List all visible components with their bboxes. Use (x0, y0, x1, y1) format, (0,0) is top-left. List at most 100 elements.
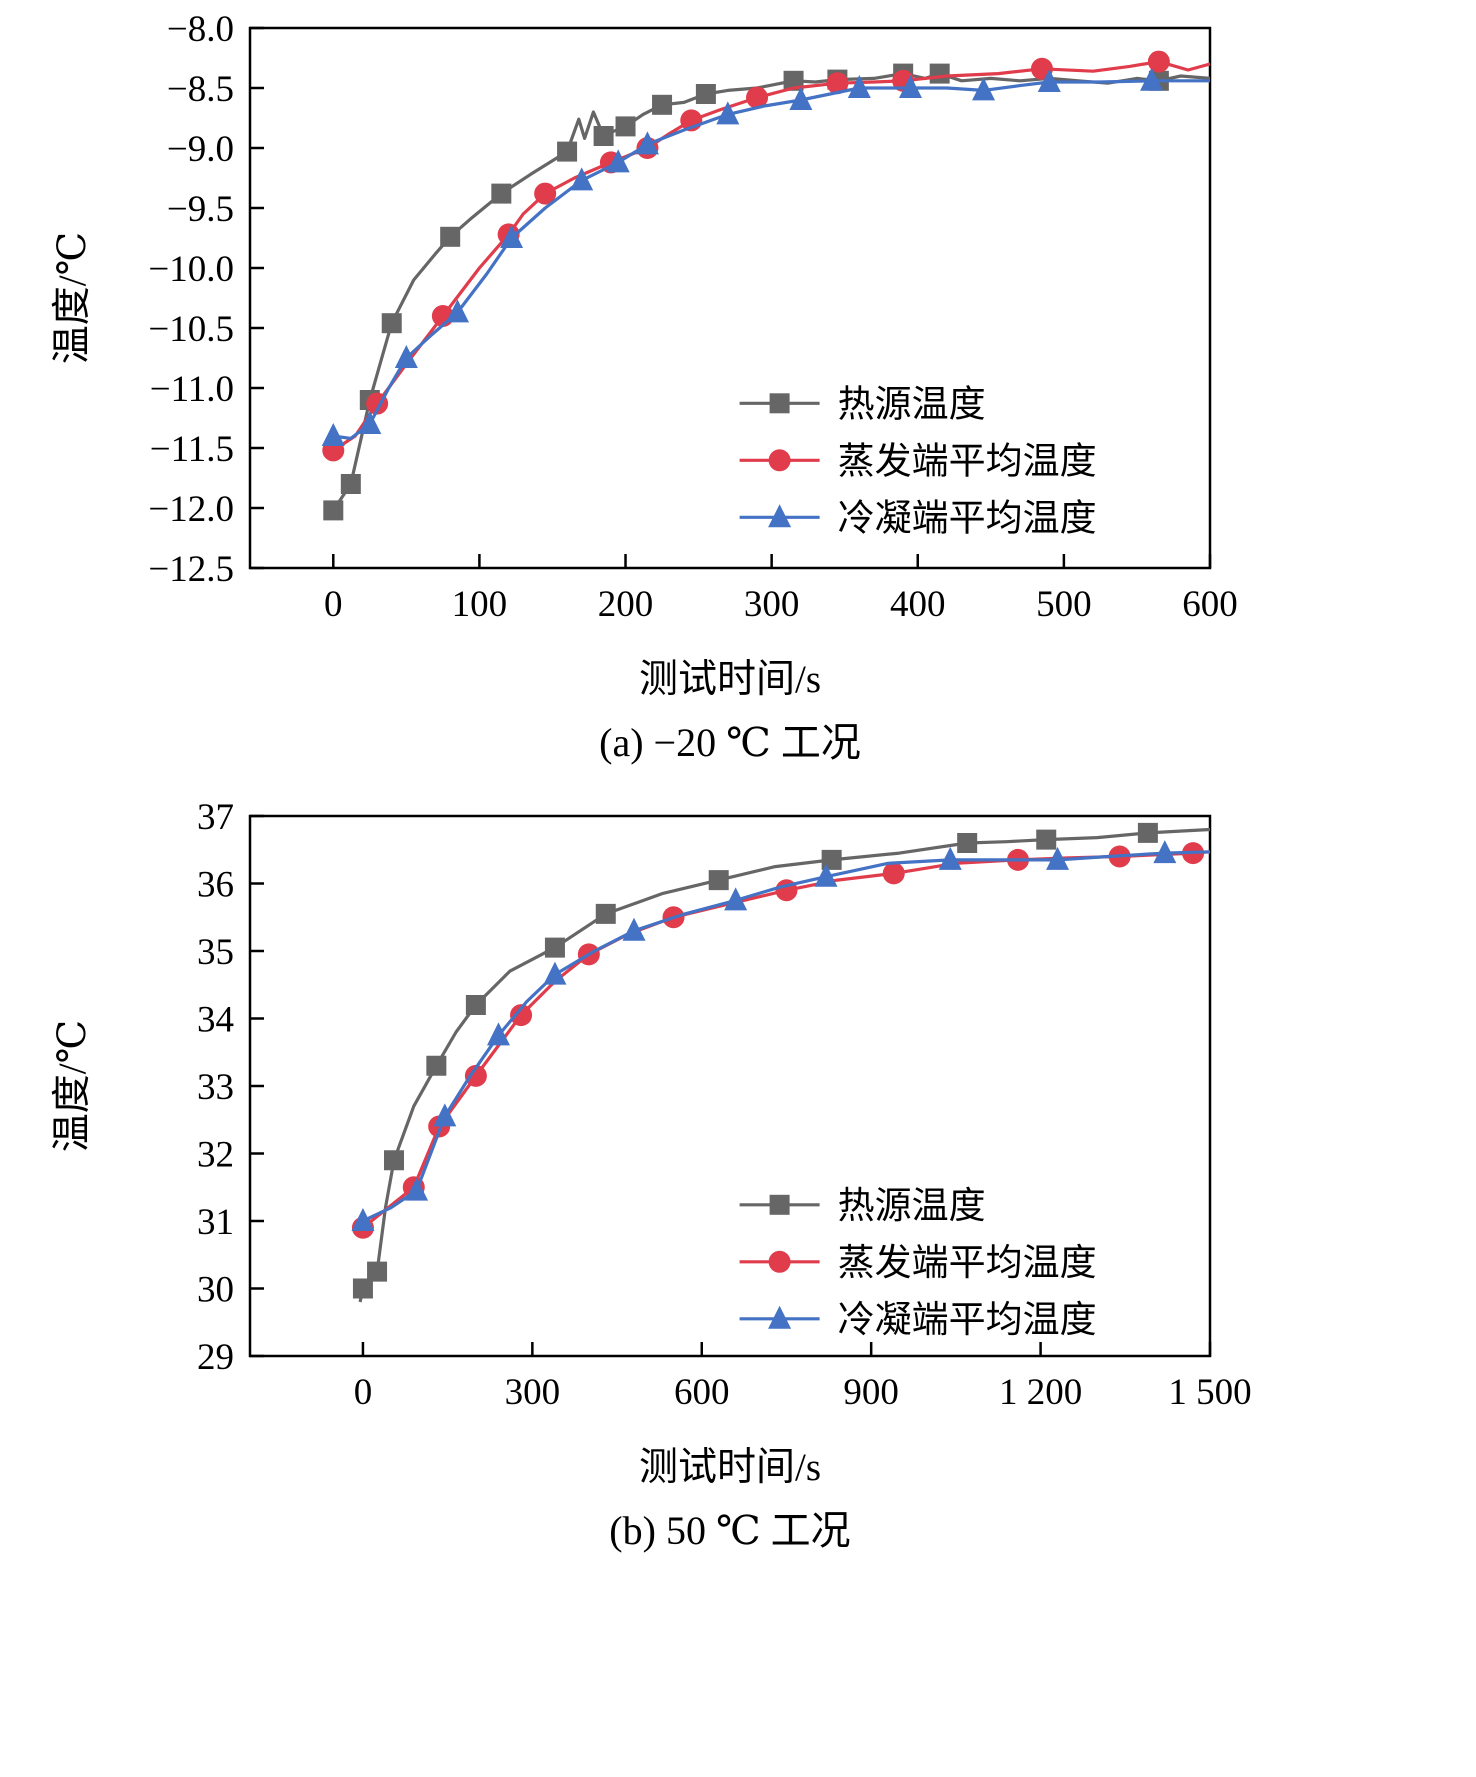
series-marker-circle (534, 182, 557, 205)
series-marker-square (440, 226, 461, 247)
series-line (332, 59, 1211, 452)
series-marker-square (957, 833, 978, 853)
series-line (362, 850, 1211, 1223)
y-tick-label: −11.0 (150, 369, 234, 410)
legend-label: 冷凝端平均温度 (838, 1299, 1097, 1341)
y-axis-label: 温度/℃ (51, 232, 94, 364)
series-marker-square (465, 995, 486, 1015)
series-marker-triangle (351, 1208, 375, 1231)
x-tick-label: 100 (452, 584, 508, 625)
series-marker-triangle (768, 1305, 792, 1329)
series-marker-square (426, 1055, 447, 1076)
series-marker-triangle (635, 131, 659, 155)
y-tick-label: −11.5 (150, 429, 234, 470)
figure: 0 100 200 300 400 500 600 −8.0 −8.5 −9.0 −9.5 −10.0… (0, 8, 1476, 1556)
x-tick-label: 200 (598, 584, 654, 625)
chart-b: 0 300 600 900 1 200 1 500 37 36 35 34 33 32 31 30 29 测试… (0, 796, 1476, 1556)
x-tick-label: 900 (843, 1372, 899, 1413)
x-tick-label: 500 (1036, 584, 1092, 625)
legend-label: 热源温度 (838, 383, 986, 425)
series-marker-triangle (938, 846, 962, 870)
chart-b-caption: (b) 50 ℃ 工况 (609, 1508, 851, 1553)
series-marker-triangle (716, 101, 740, 125)
series-marker-triangle (1153, 840, 1177, 864)
y-tick-label: 34 (197, 1000, 234, 1041)
series-marker-triangle (394, 345, 418, 368)
y-tick-label: 32 (197, 1135, 234, 1176)
series-marker-square (593, 126, 614, 146)
series-marker-triangle (972, 77, 996, 101)
series-marker-square (595, 903, 616, 924)
x-axis-label: 测试时间/s (639, 658, 821, 701)
series-marker-circle (768, 1250, 791, 1273)
series-marker-square (1137, 822, 1158, 843)
series-marker-square (769, 1194, 790, 1215)
series-marker-triangle (486, 1022, 510, 1046)
series-marker-square (384, 1150, 404, 1171)
chart-a-caption: (a) −20 ℃ 工况 (599, 720, 861, 765)
y-tick-label: −10.0 (148, 249, 234, 290)
y-tick-label: 35 (197, 932, 234, 973)
x-tick-label: 0 (354, 1372, 373, 1413)
series-marker-square (381, 313, 402, 334)
series-marker-square (929, 63, 950, 84)
series-marker-square (367, 1261, 388, 1282)
series-marker-triangle (358, 411, 382, 434)
series-marker-square (557, 141, 578, 162)
series-marker-square (821, 849, 842, 870)
series-marker-circle (464, 1064, 487, 1087)
y-tick-label: 29 (197, 1337, 234, 1378)
series-marker-square (708, 870, 729, 891)
series-marker-triangle (1037, 69, 1061, 92)
y-tick-label: 31 (197, 1202, 234, 1243)
chart-a-svg: 0 100 200 300 400 500 600 −8.0 −8.5 −9.0 −9.5 −10.0… (51, 9, 1238, 701)
series-marker-circle (510, 1004, 533, 1027)
series-marker-square (652, 94, 673, 115)
series-marker-triangle (445, 299, 469, 323)
legend-label: 冷凝端平均温度 (838, 497, 1097, 539)
series-marker-triangle (789, 87, 813, 110)
series-marker-triangle (768, 504, 792, 528)
series-marker-square (769, 393, 790, 414)
series-marker-triangle (814, 863, 838, 887)
series-marker-square (352, 1278, 373, 1299)
plot-box (248, 26, 1212, 570)
x-tick-label: 600 (1182, 584, 1238, 625)
series-marker-square (695, 84, 716, 104)
chart-b-svg: 0 300 600 900 1 200 1 500 37 36 35 34 33 32 31 30 29 测试… (51, 797, 1252, 1489)
x-tick-label: 1 200 (999, 1372, 1082, 1413)
series-marker-circle (746, 86, 769, 109)
series-marker-circle (882, 862, 905, 885)
series-marker-triangle (1046, 846, 1070, 870)
series-marker-square (615, 116, 636, 137)
y-tick-label: −9.0 (167, 129, 234, 170)
y-tick-label: 37 (197, 797, 234, 838)
chart-a: 0 100 200 300 400 500 600 −8.0 −8.5 −9.0 −9.5 −10.0… (0, 8, 1476, 768)
y-tick-label: −12.5 (148, 549, 234, 590)
series-marker-triangle (1140, 67, 1164, 91)
y-tick-label: 30 (197, 1270, 234, 1311)
series-line (331, 71, 1211, 512)
series-marker-triangle (606, 149, 630, 173)
legend-label: 蒸发端平均温度 (838, 1242, 1097, 1284)
series-marker-square (783, 70, 804, 91)
series-marker-circle (1147, 50, 1170, 73)
series-marker-triangle (405, 1177, 429, 1201)
series-marker-triangle (724, 887, 748, 911)
series-marker-triangle (543, 961, 567, 985)
y-tick-label: 33 (197, 1067, 234, 1108)
y-axis-label: 温度/℃ (51, 1020, 94, 1152)
series-marker-triangle (898, 75, 922, 98)
series-marker-triangle (321, 423, 345, 446)
series-marker-square (340, 474, 361, 494)
series-marker-square (323, 500, 344, 521)
legend-label: 热源温度 (838, 1185, 986, 1227)
series-marker-triangle (570, 167, 594, 191)
x-tick-label: 300 (505, 1372, 561, 1413)
x-tick-label: 600 (674, 1372, 730, 1413)
series-marker-square (1036, 829, 1057, 850)
series-marker-circle (768, 449, 791, 472)
series-marker-triangle (433, 1103, 457, 1127)
series-marker-circle (826, 72, 849, 95)
x-tick-label: 400 (890, 584, 946, 625)
